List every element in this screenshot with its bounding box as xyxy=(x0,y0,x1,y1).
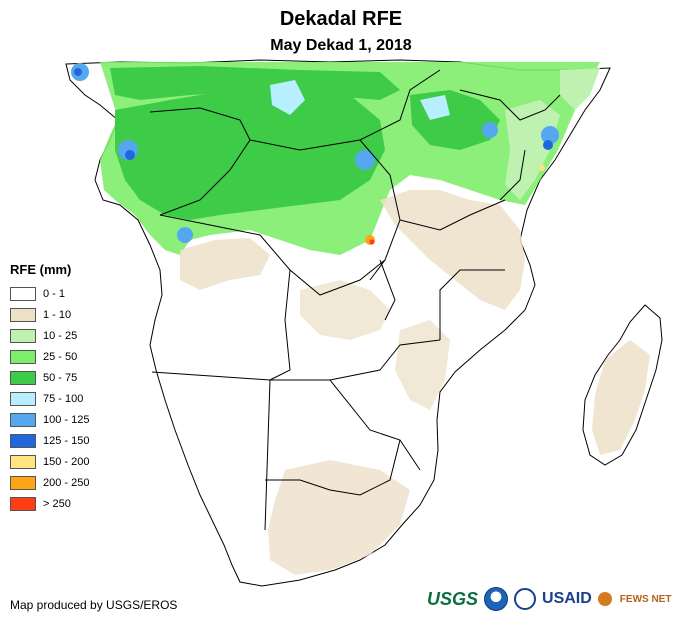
legend-item: 100 - 125 xyxy=(10,409,89,430)
rain-zone-1-10-madagascar xyxy=(592,340,650,455)
rain-zone-50-75-west xyxy=(115,85,385,220)
legend-item: 25 - 50 xyxy=(10,346,89,367)
legend-swatch xyxy=(10,286,36,301)
rain-zone-100-125-f xyxy=(541,126,559,144)
credit-text: Map produced by USGS/EROS xyxy=(10,598,178,612)
legend-item: 75 - 100 xyxy=(10,388,89,409)
country-borders xyxy=(149,69,561,531)
rain-zone-125-150-b xyxy=(125,150,135,160)
legend-item: 150 - 200 xyxy=(10,451,89,472)
legend-swatch xyxy=(10,370,36,385)
rain-zone-75-100 xyxy=(270,80,305,115)
map-subtitle: May Dekad 1, 2018 xyxy=(270,37,412,54)
rain-zone-100-125-c xyxy=(355,150,375,170)
legend-label: 25 - 50 xyxy=(43,350,78,363)
legend-swatch xyxy=(10,307,36,322)
legend-label: 150 - 200 xyxy=(43,455,90,468)
rain-zone-over-250 xyxy=(369,239,375,245)
rain-zone-10-25-north xyxy=(560,68,600,110)
usaid-seal-icon xyxy=(514,588,537,610)
rain-zone-1-10-angola xyxy=(180,238,270,290)
legend-item: 125 - 150 xyxy=(10,430,89,451)
rain-zone-125-150-c xyxy=(543,140,553,150)
logo-strip: USGS USAID FEWS NET xyxy=(427,582,677,616)
legend-label: 125 - 150 xyxy=(43,434,90,447)
legend-item: 1 - 10 xyxy=(10,304,89,325)
rain-zone-1-10-zambia xyxy=(300,280,390,340)
rain-zone-125-150-a xyxy=(74,68,82,76)
legend-swatch xyxy=(10,475,36,490)
legend-item: 10 - 25 xyxy=(10,325,89,346)
legend-swatch xyxy=(10,412,36,427)
rain-zone-100-125-e xyxy=(482,122,498,138)
fews-net-logo: FEWS NET xyxy=(619,593,672,605)
rain-zone-1-10-central xyxy=(380,190,525,310)
legend-swatch xyxy=(10,349,36,364)
legend-label: 75 - 100 xyxy=(43,392,84,405)
legend-label: 0 - 1 xyxy=(43,287,66,300)
legend-swatch xyxy=(10,328,36,343)
legend-label: 200 - 250 xyxy=(43,476,90,489)
legend-swatch xyxy=(10,496,36,511)
legend-swatch xyxy=(10,433,36,448)
usaid-logo: USAID xyxy=(542,590,592,607)
map-title: Dekadal RFE xyxy=(279,8,403,30)
rain-zone-75-100-b xyxy=(420,95,450,120)
legend-title: RFE (mm) xyxy=(10,262,72,277)
legend-label: > 250 xyxy=(43,497,71,510)
legend-item: 0 - 1 xyxy=(10,283,89,304)
rain-zone-100-125-d xyxy=(177,227,193,243)
rain-zone-150-200 xyxy=(539,165,545,171)
legend-label: 100 - 125 xyxy=(43,413,90,426)
legend: RFE (mm) 0 - 1 1 - 10 10 - 25 25 - 50 50 - 7… xyxy=(10,262,89,514)
usgs-logo: USGS xyxy=(427,588,479,609)
legend-label: 10 - 25 xyxy=(43,329,78,342)
fews-icon xyxy=(597,592,612,606)
legend-item: > 250 xyxy=(10,493,89,514)
rain-zone-10-25-east xyxy=(505,100,560,200)
rain-zone-50-75-north xyxy=(110,66,400,100)
rain-zone-1-10-south xyxy=(268,460,410,575)
legend-swatch xyxy=(10,391,36,406)
legend-swatch xyxy=(10,454,36,469)
legend-label: 1 - 10 xyxy=(43,308,72,321)
noaa-icon xyxy=(484,587,509,611)
legend-item: 50 - 75 xyxy=(10,367,89,388)
rain-zone-1-10-mozambique xyxy=(395,320,450,410)
legend-label: 50 - 75 xyxy=(43,371,78,384)
legend-item: 200 - 250 xyxy=(10,472,89,493)
